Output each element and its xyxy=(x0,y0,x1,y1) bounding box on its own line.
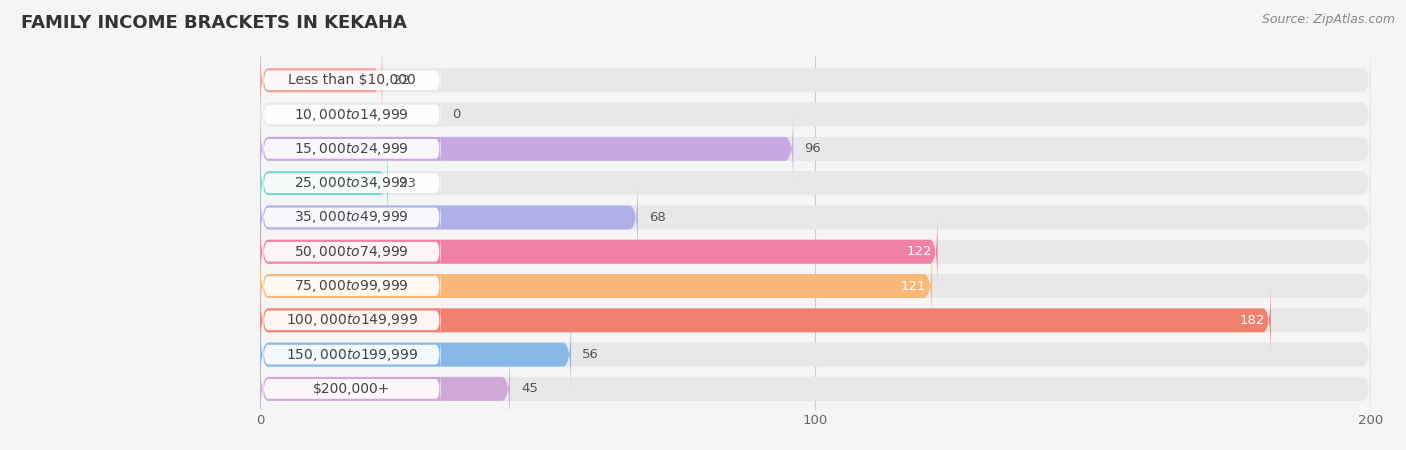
Text: $75,000 to $99,999: $75,000 to $99,999 xyxy=(294,278,409,294)
FancyBboxPatch shape xyxy=(260,351,510,426)
Text: $10,000 to $14,999: $10,000 to $14,999 xyxy=(294,107,409,122)
FancyBboxPatch shape xyxy=(260,317,1371,392)
Text: 68: 68 xyxy=(650,211,665,224)
FancyBboxPatch shape xyxy=(263,335,440,374)
FancyBboxPatch shape xyxy=(260,351,1371,426)
FancyBboxPatch shape xyxy=(263,163,440,203)
Text: $25,000 to $34,999: $25,000 to $34,999 xyxy=(294,175,409,191)
FancyBboxPatch shape xyxy=(263,232,440,271)
Text: $15,000 to $24,999: $15,000 to $24,999 xyxy=(294,141,409,157)
FancyBboxPatch shape xyxy=(260,317,571,392)
FancyBboxPatch shape xyxy=(260,43,1371,117)
FancyBboxPatch shape xyxy=(263,198,440,237)
FancyBboxPatch shape xyxy=(260,43,382,117)
Text: 96: 96 xyxy=(804,142,821,155)
FancyBboxPatch shape xyxy=(260,112,1371,186)
FancyBboxPatch shape xyxy=(260,146,1371,220)
FancyBboxPatch shape xyxy=(263,129,440,169)
Text: Source: ZipAtlas.com: Source: ZipAtlas.com xyxy=(1261,14,1395,27)
Text: 121: 121 xyxy=(901,279,927,292)
Text: 182: 182 xyxy=(1240,314,1265,327)
Text: $150,000 to $199,999: $150,000 to $199,999 xyxy=(285,346,418,363)
FancyBboxPatch shape xyxy=(260,249,932,324)
FancyBboxPatch shape xyxy=(260,112,793,186)
FancyBboxPatch shape xyxy=(260,180,638,255)
Text: Less than $10,000: Less than $10,000 xyxy=(288,73,416,87)
FancyBboxPatch shape xyxy=(260,77,1371,152)
FancyBboxPatch shape xyxy=(260,214,1371,289)
Text: 23: 23 xyxy=(399,177,416,189)
Text: FAMILY INCOME BRACKETS IN KEKAHA: FAMILY INCOME BRACKETS IN KEKAHA xyxy=(21,14,406,32)
FancyBboxPatch shape xyxy=(260,214,938,289)
Text: $35,000 to $49,999: $35,000 to $49,999 xyxy=(294,209,409,225)
FancyBboxPatch shape xyxy=(260,146,388,220)
Text: $50,000 to $74,999: $50,000 to $74,999 xyxy=(294,244,409,260)
FancyBboxPatch shape xyxy=(263,60,440,100)
FancyBboxPatch shape xyxy=(260,249,1371,324)
FancyBboxPatch shape xyxy=(260,283,1371,358)
FancyBboxPatch shape xyxy=(263,266,440,306)
FancyBboxPatch shape xyxy=(260,283,1271,358)
Text: 22: 22 xyxy=(394,74,411,87)
Text: 56: 56 xyxy=(582,348,599,361)
FancyBboxPatch shape xyxy=(260,180,1371,255)
Text: 45: 45 xyxy=(522,382,538,396)
FancyBboxPatch shape xyxy=(263,95,440,135)
Text: $200,000+: $200,000+ xyxy=(314,382,391,396)
Text: 122: 122 xyxy=(907,245,932,258)
FancyBboxPatch shape xyxy=(263,301,440,340)
Text: 0: 0 xyxy=(451,108,460,121)
FancyBboxPatch shape xyxy=(263,369,440,409)
Text: $100,000 to $149,999: $100,000 to $149,999 xyxy=(285,312,418,328)
